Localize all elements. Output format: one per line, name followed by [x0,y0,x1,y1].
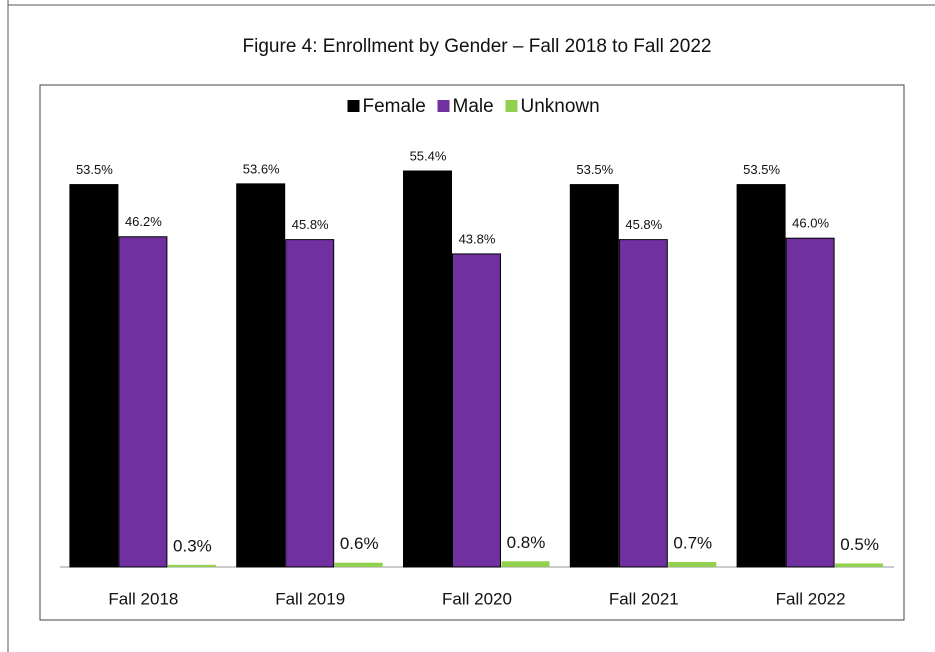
data-label: 46.2% [125,214,162,229]
bar [167,564,216,567]
data-label: 0.5% [840,535,879,554]
bar [736,184,786,568]
bar [403,170,452,568]
legend-label: Unknown [521,96,600,117]
bar [835,563,884,567]
bar [334,562,383,567]
legend-label: Male [453,96,494,117]
data-label: 55.4% [410,148,447,163]
legend-label: Female [363,96,426,117]
bar [668,561,717,567]
bar [501,561,550,567]
x-tick-label: Fall 2019 [275,589,345,608]
bar [69,184,119,568]
bar [285,239,335,568]
data-label: 46.0% [792,216,829,231]
legend-swatch [347,100,360,112]
bar [618,239,668,568]
x-tick-label: Fall 2020 [442,589,512,608]
bar [569,184,619,568]
legend-swatch [505,100,518,112]
bar [785,237,835,568]
data-label: 45.8% [292,217,329,232]
x-tick-label: Fall 2018 [108,589,178,608]
plot-frame [39,84,905,621]
data-label: 0.6% [340,534,379,553]
data-label: 0.7% [673,533,712,552]
data-label: 53.5% [76,162,113,177]
data-label: 53.5% [743,162,780,177]
x-tick-label: Fall 2022 [776,589,846,608]
data-label: 0.8% [507,533,546,552]
chart-title: Figure 4: Enrollment by Gender – Fall 20… [243,36,712,57]
bar [236,183,286,568]
data-label: 53.6% [243,161,280,176]
legend-swatch [437,100,450,112]
x-tick-label: Fall 2021 [609,589,679,608]
bar [452,253,501,568]
data-label: 45.8% [625,217,662,232]
data-label: 53.5% [576,162,613,177]
data-label: 43.8% [459,231,496,246]
data-label: 0.3% [173,536,212,555]
bar [118,236,168,568]
